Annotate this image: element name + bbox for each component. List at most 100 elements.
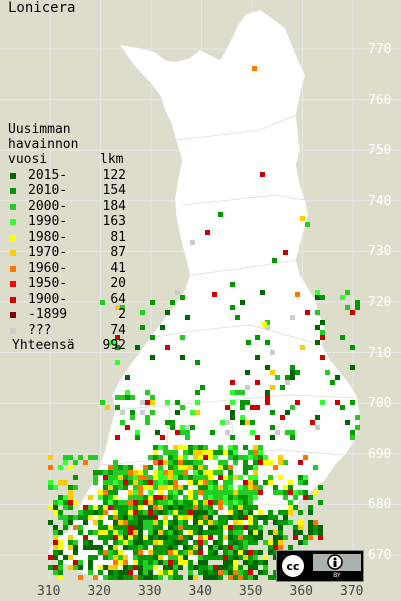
observation-square [183,505,188,510]
observation-square [63,515,68,520]
observation-square [53,570,58,575]
observation-square [153,495,158,500]
observation-square [218,530,223,535]
observation-square [123,505,128,510]
observation-square [48,555,53,560]
observation-square [233,490,238,495]
observation-square [248,520,253,525]
observation-square [143,465,148,470]
observation-square [208,550,213,555]
observation-square [93,545,98,550]
observation-square [243,535,248,540]
observation-square [148,480,153,485]
observation-square [183,460,188,465]
observation-square [158,540,163,545]
observation-square [103,540,108,545]
observation-square [165,310,170,315]
observation-square [133,560,138,565]
observation-square [58,560,63,565]
observation-square [88,510,93,515]
observation-square [213,570,218,575]
observation-square [133,555,138,560]
observation-square [123,480,128,485]
observation-square [190,425,195,430]
observation-square [223,555,228,560]
observation-square [283,515,288,520]
observation-square [218,475,223,480]
observation-square [123,475,128,480]
observation-square [178,540,183,545]
observation-square [175,410,180,415]
observation-square [203,560,208,565]
observation-square [290,365,295,370]
observation-square [238,500,243,505]
observation-square [228,490,233,495]
observation-square [118,510,123,515]
observation-square [118,535,123,540]
observation-square [108,500,113,505]
observation-square [223,480,228,485]
observation-square [98,490,103,495]
observation-square [228,475,233,480]
legend-item-count: 2 [118,307,126,323]
observation-square [218,450,223,455]
observation-square [78,455,83,460]
observation-square [248,455,253,460]
observation-square [198,445,203,450]
observation-square [193,490,198,495]
observation-square [340,405,345,410]
observation-square [108,575,113,580]
observation-square [128,490,133,495]
observation-square [153,565,158,570]
observation-square [188,445,193,450]
observation-square [345,305,350,310]
observation-square [93,475,98,480]
observation-square [298,460,303,465]
observation-square [265,320,270,325]
observation-square [53,545,58,550]
svg-text:cc: cc [286,560,299,573]
observation-square [228,550,233,555]
legend-swatch [10,250,16,257]
observation-square [83,540,88,545]
observation-square [118,560,123,565]
observation-square [248,525,253,530]
observation-square [238,555,243,560]
observation-square [88,565,93,570]
observation-square [128,470,133,475]
observation-square [113,515,118,520]
observation-square [265,395,270,400]
observation-square [113,490,118,495]
observation-square [163,570,168,575]
legend-item-label: 1950- [28,276,68,292]
observation-square [193,475,198,480]
observation-square [133,475,138,480]
legend-swatch [10,312,16,319]
observation-square [173,485,178,490]
observation-square [253,540,258,545]
observation-square [103,525,108,530]
observation-square [193,530,198,535]
observation-square [118,500,123,505]
observation-square [233,520,238,525]
legend-item-label: 2010- [28,183,68,199]
observation-square [153,510,158,515]
observation-square [178,560,183,565]
observation-square [83,535,88,540]
observation-square [120,395,125,400]
observation-square [350,365,355,370]
observation-square [118,525,123,530]
legend-row: 1990- 163 [8,214,126,230]
legend-item-label: -1899 [28,307,68,323]
observation-square [178,550,183,555]
observation-square [198,515,203,520]
observation-square [133,505,138,510]
observation-square [100,400,105,405]
observation-square [88,455,93,460]
observation-square [128,510,133,515]
observation-square [123,560,128,565]
observation-square [233,460,238,465]
observation-square [153,445,158,450]
observation-square [228,560,233,565]
observation-square [108,480,113,485]
